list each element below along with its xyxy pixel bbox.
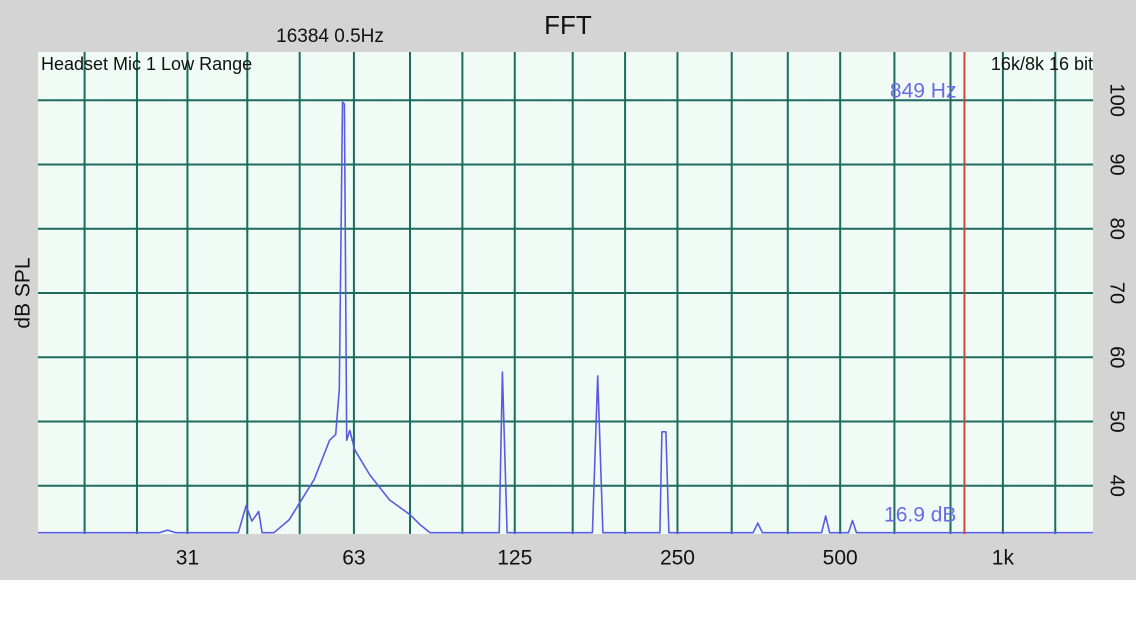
cursor-level: 16.9 dB [884,504,956,527]
x-tick-label: 63 [342,547,365,570]
y-tick-label: 80 [1106,218,1128,240]
y-tick-label: 70 [1106,282,1128,304]
x-tick-label: 1k [992,547,1015,570]
chart-title: FFT [544,10,592,40]
spectrum-line [38,101,1093,534]
x-tick-label: 31 [176,547,199,570]
x-tick-label: 125 [497,547,532,570]
y-tick-label: 100 [1106,84,1128,117]
x-tick-label: 500 [823,547,858,570]
grid [38,52,1093,534]
y-tick-label: 40 [1106,475,1128,497]
fft-settings: 16384 0.5Hz [276,26,384,47]
cursor-frequency: 849 Hz [890,80,957,103]
format-label: 16k/8k 16 bit [991,54,1093,74]
marks [38,52,1093,534]
y-tick-label: 90 [1106,153,1128,175]
input-label: Headset Mic 1 Low Range [41,54,252,74]
y-tick-label: 50 [1106,410,1128,432]
x-tick-label: 250 [660,547,695,570]
y-axis-label: dB SPL [12,257,35,328]
y-tick-label: 60 [1106,346,1128,368]
